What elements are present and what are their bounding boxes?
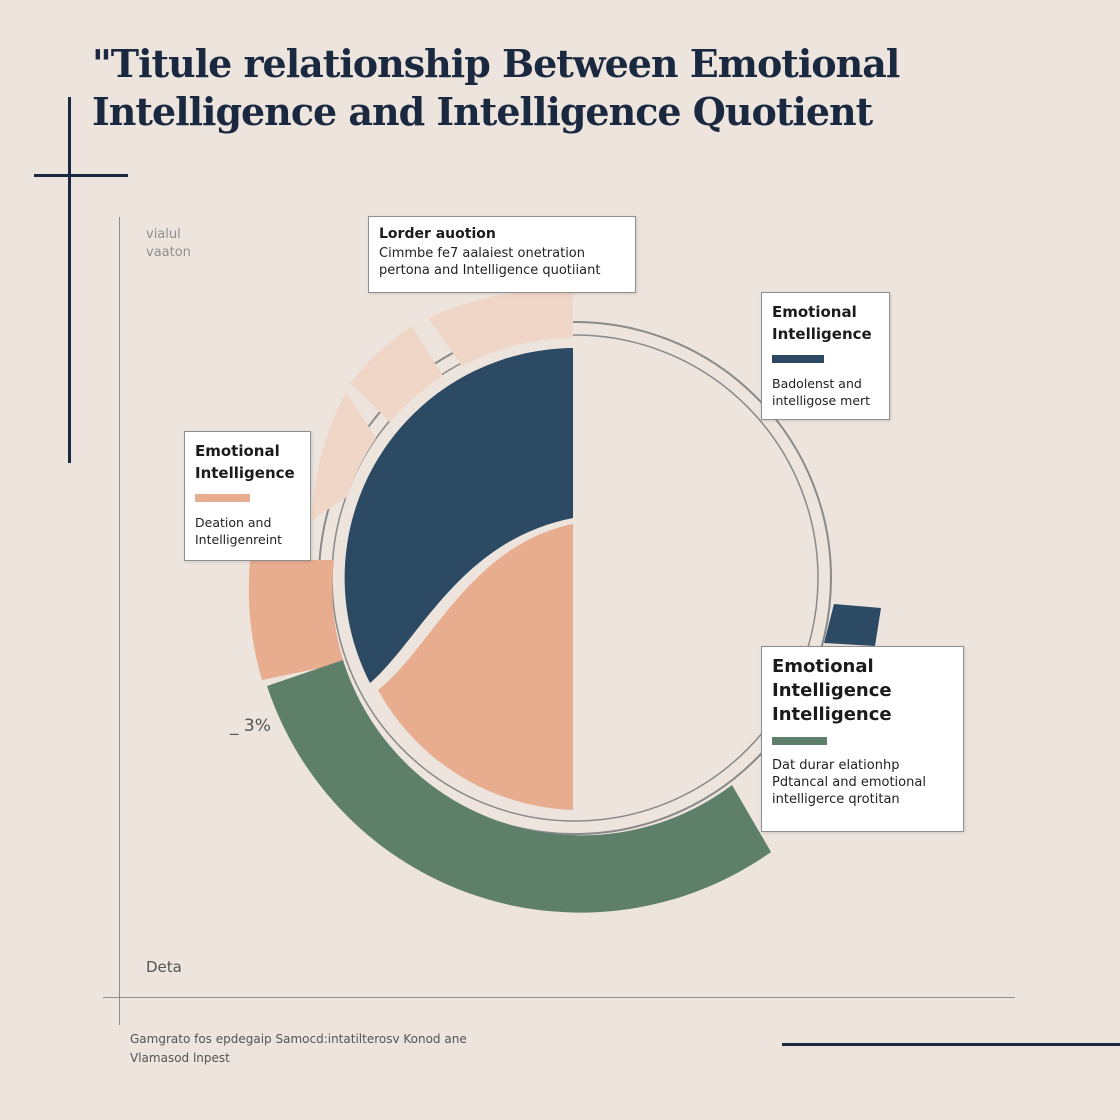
percent-annotation: _ 3%	[230, 716, 271, 736]
callout-left-heading-line-1: Emotional	[195, 442, 280, 460]
callout-bottom-heading-line-1: Emotional	[772, 656, 874, 677]
callout-right-heading-line-2: Intelligence	[772, 325, 872, 343]
inner-pie-navy-slice	[344, 348, 573, 683]
decorative-rule-vertical	[68, 97, 71, 463]
chart-title-line-1: "Titule relationship Between Emotional	[92, 41, 900, 86]
callout-left-body-line-2: Intelligenreint	[195, 532, 283, 547]
callout-bottom-body-line-1: Dat durar elationhp	[772, 758, 900, 773]
outer-segment-green	[267, 660, 771, 913]
y-axis-caption: vialul vaaton	[146, 226, 191, 262]
outer-segment-light-peach-1	[428, 291, 573, 366]
inner-pie-divider	[372, 518, 574, 689]
callout-left-body: Deation and Intelligenreint	[195, 514, 300, 548]
callout-bottom-body-line-3: intelligerce qrotitan	[772, 792, 900, 807]
callout-right-swatch	[772, 355, 824, 363]
callout-top-body: Cimmbe fe7 aalaiest onetration pertona a…	[379, 245, 625, 279]
outer-segment-light-peach-2	[350, 326, 443, 422]
callout-left-body-line-1: Deation and	[195, 515, 272, 530]
callout-top: Lorder auotion Cimmbe fe7 aalaiest onetr…	[368, 216, 636, 293]
callout-right: Emotional Intelligence Badolenst and int…	[761, 292, 890, 420]
outer-segment-light-peach-3	[312, 392, 376, 520]
callout-top-heading: Lorder auotion	[379, 226, 496, 242]
callout-right-body-line-2: intelligose mert	[772, 393, 871, 408]
y-axis-caption-line-1: vialul	[146, 227, 181, 242]
chart-title-line-2: Intelligence and Intelligence Quotient	[92, 89, 873, 134]
callout-left-swatch	[195, 494, 250, 502]
callout-left: Emotional Intelligence Deation and Intel…	[184, 431, 311, 561]
callout-right-body-line-1: Badolenst and	[772, 376, 862, 391]
decorative-rule-horizontal	[34, 174, 128, 177]
callout-right-heading-line-1: Emotional	[772, 303, 857, 321]
callout-bottom-heading-line-3: Intelligence	[772, 704, 892, 725]
callout-bottom-body-line-2: Pdtancal and emotional	[772, 775, 926, 790]
footer-note-line-1: Gamgrato fos epdegaip Samocd:intatiltero…	[130, 1032, 467, 1046]
callout-bottom-heading-line-2: Intelligence	[772, 680, 892, 701]
outer-segment-peach	[248, 560, 344, 680]
inner-pie-peach-slice	[378, 524, 573, 810]
footer-note-line-2: Vlamasod lnpest	[130, 1051, 230, 1065]
y-axis-line	[119, 217, 120, 1025]
outer-segment-navy	[824, 604, 881, 646]
callout-left-heading-line-2: Intelligence	[195, 464, 295, 482]
footer-note: Gamgrato fos epdegaip Samocd:intatiltero…	[130, 1030, 467, 1068]
callout-top-body-line-1: Cimmbe fe7 aalaiest onetration	[379, 246, 586, 261]
callout-bottom-swatch	[772, 737, 827, 745]
y-axis-caption-line-2: vaaton	[146, 245, 191, 260]
decorative-rule-bottom	[782, 1043, 1120, 1046]
callout-bottom-body: Dat durar elationhp Pdtancal and emotion…	[772, 757, 953, 808]
chart-title: "Titule relationship Between Emotional I…	[92, 40, 992, 136]
x-axis-caption: Deta	[146, 958, 182, 976]
x-axis-line	[103, 997, 1015, 998]
callout-top-body-line-2: pertona and Intelligence quotiiant	[379, 263, 601, 278]
callout-bottom: Emotional Intelligence Intelligence Dat …	[761, 646, 964, 832]
callout-right-body: Badolenst and intelligose mert	[772, 375, 879, 409]
